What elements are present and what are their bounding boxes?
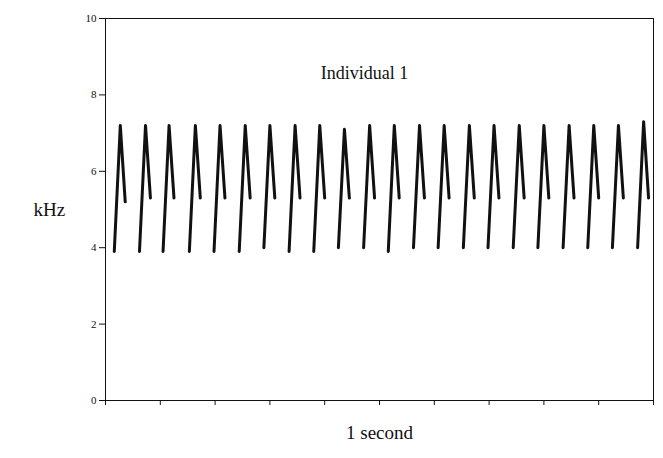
svg-text:kHz: kHz xyxy=(34,199,66,220)
svg-text:4: 4 xyxy=(91,241,97,253)
svg-text:6: 6 xyxy=(91,165,97,177)
svg-text:10: 10 xyxy=(86,12,98,24)
svg-text:1 second: 1 second xyxy=(346,422,414,443)
svg-text:0: 0 xyxy=(91,394,97,406)
svg-text:Individual 1: Individual 1 xyxy=(321,63,409,83)
svg-text:8: 8 xyxy=(91,88,97,100)
svg-text:2: 2 xyxy=(91,318,97,330)
